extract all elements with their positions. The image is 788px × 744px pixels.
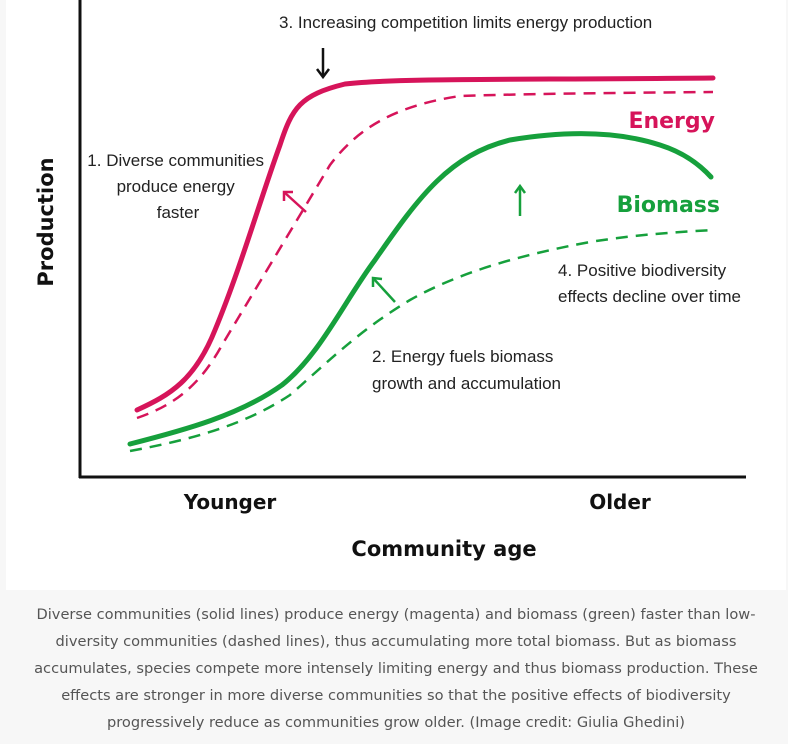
arrow-icon [513,183,527,216]
figure-caption: Diverse communities (solid lines) produc… [34,606,758,731]
annotation-2: 2. Energy fuels biomass growth and accum… [372,347,561,393]
annotation-1: 1. Diverse communities produce energy fa… [87,151,268,222]
x-tick-younger: Younger [183,490,277,514]
energy-label: Energy [628,109,715,134]
energy-curve-high-diversity [134,75,716,413]
production-diagram: 3. Increasing competition limits energy … [34,0,746,561]
x-axis-label: Community age [351,537,536,561]
arrow-icon [282,190,307,213]
y-axis-label: Production [34,157,58,286]
arrow-icon [371,276,396,303]
biomass-curve-high-diversity [127,131,714,447]
annotation-3: 3. Increasing competition limits energy … [279,13,652,32]
arrow-icon [316,48,330,80]
x-tick-older: Older [589,490,651,514]
diagram-panel [6,0,786,590]
biomass-label: Biomass [617,193,720,218]
energy-curve-low-diversity [136,90,714,420]
annotation-4: 4. Positive biodiversity effects decline… [558,261,741,306]
biomass-curve-low-diversity [129,228,714,453]
